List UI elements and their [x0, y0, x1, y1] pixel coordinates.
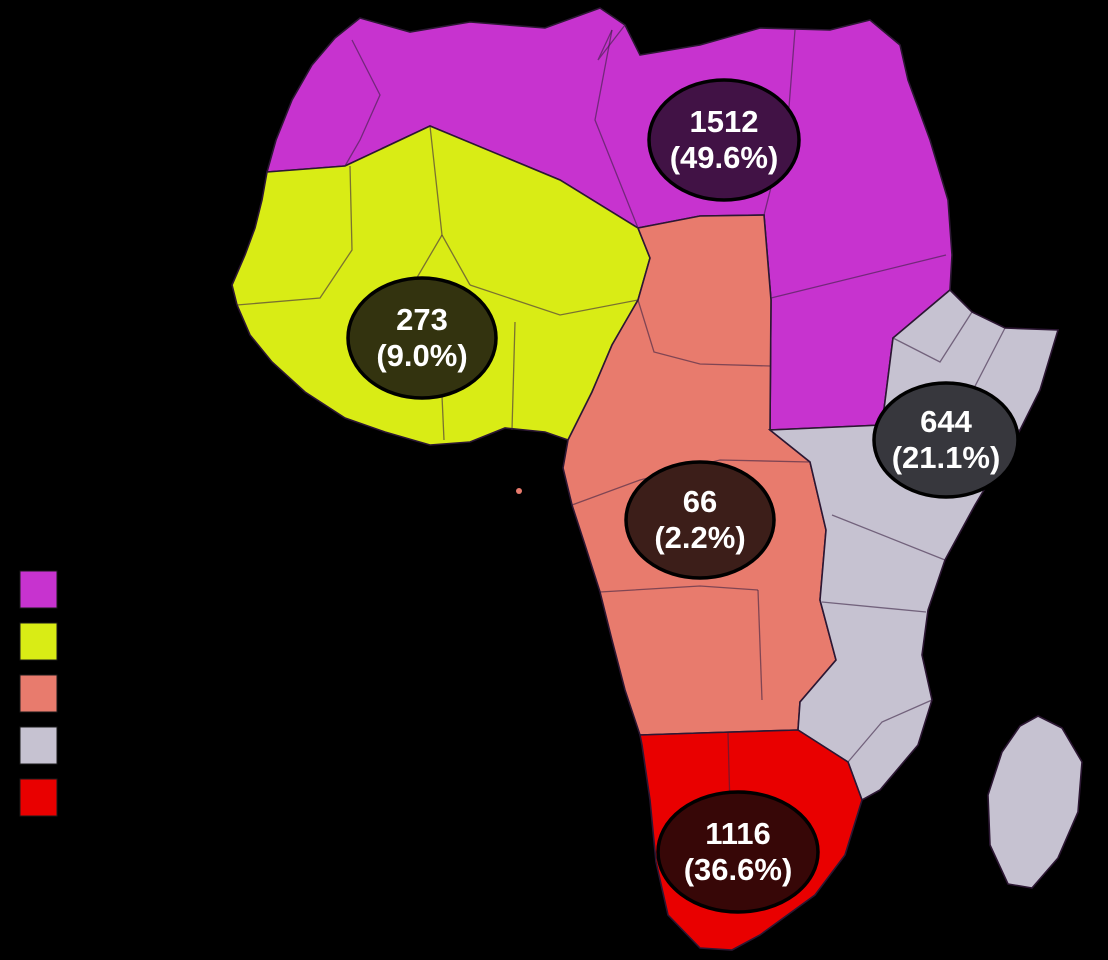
bubble-central-africa-percent: (2.2%) [654, 520, 745, 555]
border-line [831, 514, 946, 561]
legend-swatch-northern-africa [19, 570, 58, 609]
bubble-northern-africa-percent: (49.6%) [670, 140, 779, 175]
bubble-northern-africa: 1512 (49.6%) [647, 78, 801, 202]
bubble-eastern-africa-value: 644 [920, 404, 972, 439]
border-line [597, 24, 626, 61]
bubble-central-africa-shape [624, 460, 776, 580]
bubble-southern-africa-value: 1116 [705, 816, 771, 851]
bubble-southern-africa: 1116 (36.6%) [656, 790, 820, 914]
bubble-southern-africa-percent: (36.6%) [684, 852, 793, 887]
legend-swatch-western-africa [19, 622, 58, 661]
border-line [344, 39, 381, 167]
bubble-northern-africa-shape [647, 78, 801, 202]
border-line [821, 601, 927, 613]
border-line [770, 254, 947, 299]
madagascar-island [987, 715, 1083, 889]
border-line [847, 699, 933, 763]
border-line [469, 284, 639, 316]
bubble-southern-africa-shape [656, 790, 820, 914]
border-line [594, 29, 639, 229]
border-line [599, 585, 759, 593]
bubble-western-africa: 273 (9.0%) [346, 276, 498, 400]
island-dot [516, 488, 522, 494]
legend-swatch-eastern-africa [19, 726, 58, 765]
value-bubbles: 1512 (49.6%) 273 (9.0%) 66 (2.2%) 644 (2… [346, 78, 1020, 914]
legend-swatch-southern-africa [19, 778, 58, 817]
bubble-northern-africa-value: 1512 [690, 104, 759, 139]
bubble-eastern-africa-shape [872, 381, 1020, 499]
bubble-central-africa-value: 66 [683, 484, 717, 519]
bubble-eastern-africa: 644 (21.1%) [872, 381, 1020, 499]
border-line [757, 589, 763, 701]
border-line [236, 165, 353, 306]
legend [19, 570, 58, 817]
border-line [892, 311, 973, 363]
bubble-western-africa-value: 273 [396, 302, 448, 337]
border-line [511, 321, 516, 431]
bubble-eastern-africa-percent: (21.1%) [892, 440, 1001, 475]
bubble-western-africa-percent: (9.0%) [376, 338, 467, 373]
legend-swatch-central-africa [19, 674, 58, 713]
bubble-central-africa: 66 (2.2%) [624, 460, 776, 580]
border-line [637, 299, 771, 367]
bubble-western-africa-shape [346, 276, 498, 400]
